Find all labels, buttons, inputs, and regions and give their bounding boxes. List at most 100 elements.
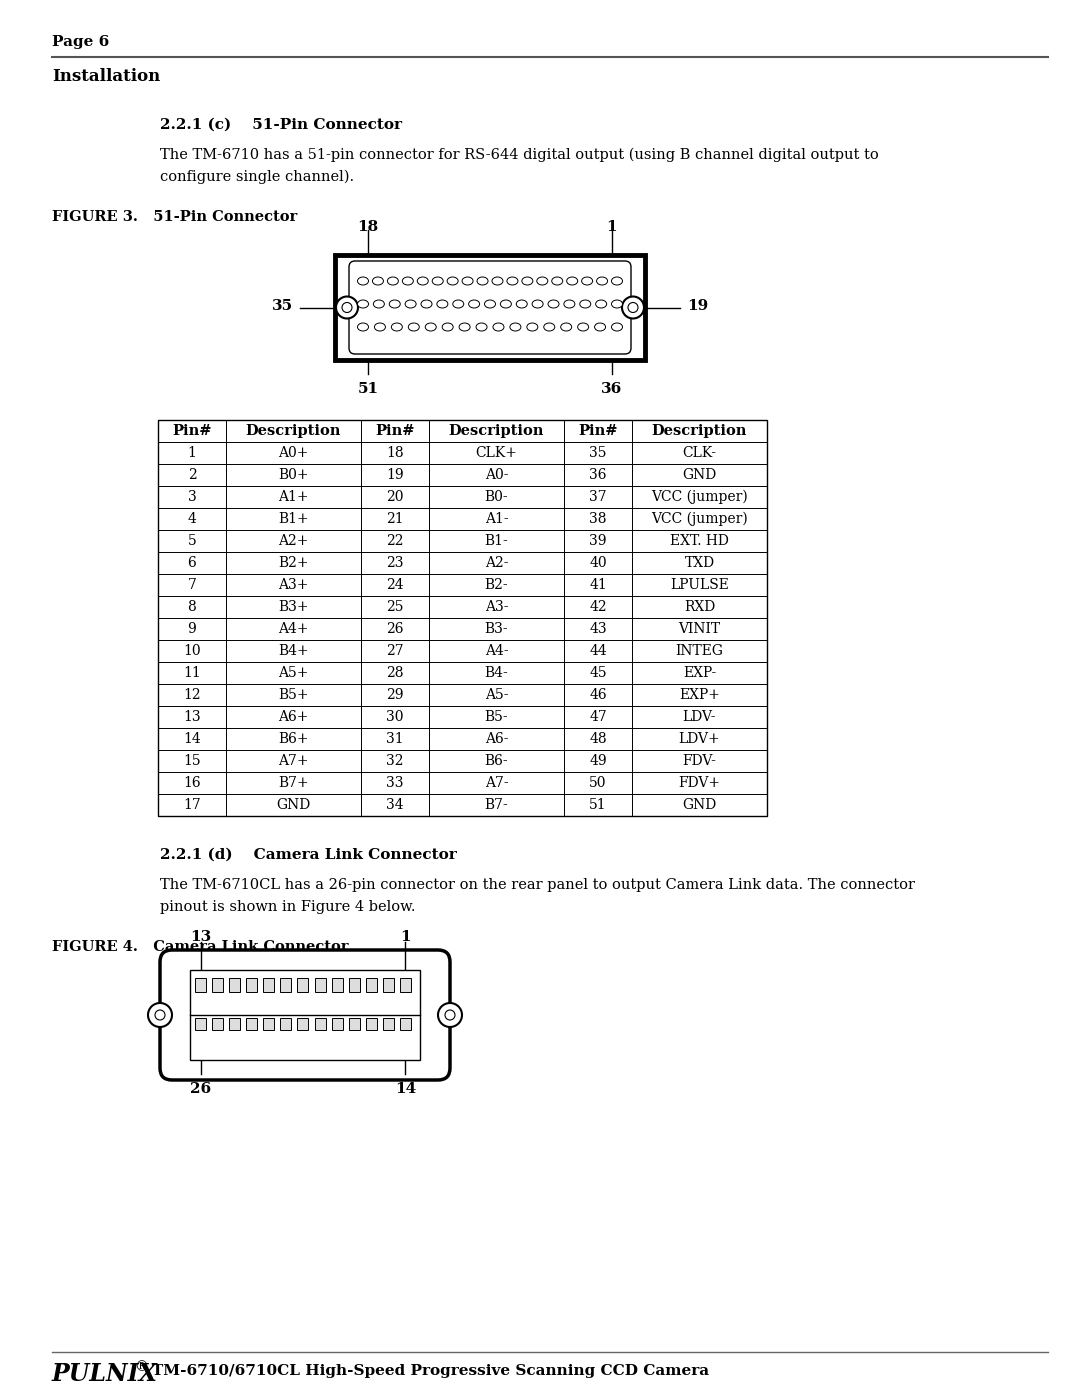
Text: 2.2.1 (c)    51-Pin Connector: 2.2.1 (c) 51-Pin Connector (160, 117, 402, 131)
Text: 15: 15 (184, 754, 201, 768)
Text: 28: 28 (387, 666, 404, 680)
Text: A2+: A2+ (279, 534, 309, 548)
Ellipse shape (336, 296, 357, 319)
Text: 47: 47 (589, 710, 607, 724)
Ellipse shape (543, 323, 555, 331)
Text: 32: 32 (387, 754, 404, 768)
Text: LDV+: LDV+ (678, 732, 720, 746)
Text: pinout is shown in Figure 4 below.: pinout is shown in Figure 4 below. (160, 900, 416, 914)
Bar (400, 978, 410, 992)
Ellipse shape (388, 277, 399, 285)
Text: 23: 23 (387, 556, 404, 570)
Text: Description: Description (652, 425, 747, 439)
Text: 49: 49 (590, 754, 607, 768)
Ellipse shape (408, 323, 419, 331)
Bar (246, 978, 257, 992)
Ellipse shape (459, 323, 470, 331)
Text: Description: Description (449, 425, 544, 439)
Text: B0-: B0- (485, 490, 509, 504)
Text: B6+: B6+ (279, 732, 309, 746)
Bar (382, 978, 394, 992)
Text: A4-: A4- (485, 644, 509, 658)
Text: CLK-: CLK- (683, 446, 716, 460)
Text: A1+: A1+ (279, 490, 309, 504)
Ellipse shape (510, 323, 521, 331)
Bar (246, 1018, 257, 1030)
Ellipse shape (148, 1003, 172, 1027)
Ellipse shape (537, 277, 548, 285)
Text: B6-: B6- (485, 754, 509, 768)
Text: 36: 36 (590, 468, 607, 482)
Bar (382, 1018, 394, 1030)
Ellipse shape (373, 277, 383, 285)
Ellipse shape (596, 300, 607, 307)
Text: 2.2.1 (d)    Camera Link Connector: 2.2.1 (d) Camera Link Connector (160, 848, 457, 862)
Bar (314, 978, 325, 992)
Ellipse shape (622, 296, 644, 319)
Text: 14: 14 (395, 1083, 416, 1097)
Text: A2-: A2- (485, 556, 509, 570)
Text: 37: 37 (590, 490, 607, 504)
Text: ®: ® (134, 1361, 148, 1375)
Text: VCC (jumper): VCC (jumper) (651, 490, 747, 504)
Text: 41: 41 (589, 578, 607, 592)
Text: B4+: B4+ (279, 644, 309, 658)
Text: B7-: B7- (485, 798, 509, 812)
Ellipse shape (357, 277, 368, 285)
Text: TXD: TXD (685, 556, 715, 570)
Text: 26: 26 (387, 622, 404, 636)
Bar (349, 978, 360, 992)
Text: VCC (jumper): VCC (jumper) (651, 511, 747, 527)
Ellipse shape (522, 277, 532, 285)
Ellipse shape (580, 300, 591, 307)
Text: FIGURE 3.   51-Pin Connector: FIGURE 3. 51-Pin Connector (52, 210, 297, 224)
Bar (195, 978, 206, 992)
Ellipse shape (453, 300, 463, 307)
Text: 44: 44 (589, 644, 607, 658)
Text: 21: 21 (387, 511, 404, 527)
Text: A0+: A0+ (279, 446, 309, 460)
Text: EXT. HD: EXT. HD (670, 534, 729, 548)
Text: A5+: A5+ (279, 666, 309, 680)
Ellipse shape (442, 323, 454, 331)
Text: A7+: A7+ (279, 754, 309, 768)
Text: INTEG: INTEG (675, 644, 724, 658)
Ellipse shape (485, 300, 496, 307)
Ellipse shape (567, 277, 578, 285)
Text: B4-: B4- (485, 666, 509, 680)
Text: 1: 1 (607, 219, 618, 235)
Text: 1: 1 (400, 930, 410, 944)
Text: LPULSE: LPULSE (670, 578, 729, 592)
Text: 9: 9 (188, 622, 197, 636)
Text: 1: 1 (188, 446, 197, 460)
Bar (297, 1018, 309, 1030)
Text: B3+: B3+ (279, 599, 309, 615)
Text: A6+: A6+ (279, 710, 309, 724)
Text: FDV-: FDV- (683, 754, 716, 768)
Text: 48: 48 (590, 732, 607, 746)
Text: The TM-6710CL has a 26-pin connector on the rear panel to output Camera Link dat: The TM-6710CL has a 26-pin connector on … (160, 877, 915, 893)
Text: 45: 45 (590, 666, 607, 680)
Text: B2-: B2- (485, 578, 509, 592)
Ellipse shape (156, 1010, 165, 1020)
Ellipse shape (507, 277, 518, 285)
Text: 16: 16 (184, 775, 201, 789)
Ellipse shape (561, 323, 571, 331)
Text: A7-: A7- (485, 775, 509, 789)
Text: 43: 43 (590, 622, 607, 636)
Text: 34: 34 (387, 798, 404, 812)
Text: LDV-: LDV- (683, 710, 716, 724)
Ellipse shape (611, 300, 622, 307)
Text: 14: 14 (184, 732, 201, 746)
Bar (332, 978, 342, 992)
Text: A3+: A3+ (279, 578, 309, 592)
Text: B0+: B0+ (279, 468, 309, 482)
Ellipse shape (437, 300, 448, 307)
Text: GND: GND (683, 468, 717, 482)
Bar (332, 1018, 342, 1030)
Text: 46: 46 (590, 687, 607, 703)
Ellipse shape (462, 277, 473, 285)
Text: VINIT: VINIT (678, 622, 720, 636)
FancyBboxPatch shape (349, 261, 631, 353)
Ellipse shape (578, 323, 589, 331)
